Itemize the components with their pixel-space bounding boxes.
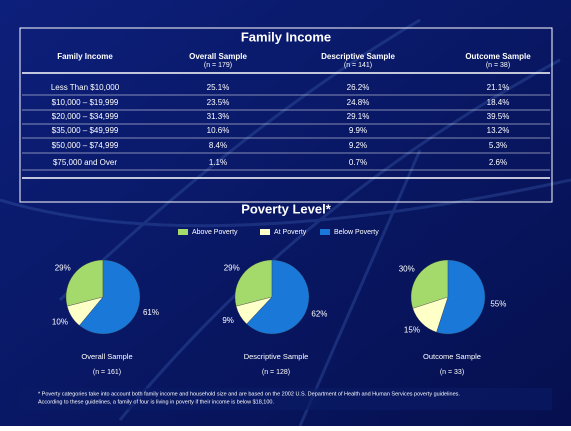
pie-slice xyxy=(246,259,310,335)
cell: $35,000 – $49,999 xyxy=(52,126,119,135)
cell: 18.4% xyxy=(487,98,510,107)
cell: 39.5% xyxy=(487,112,510,121)
slice-label: 30% xyxy=(399,264,415,273)
cell: 9.2% xyxy=(349,141,367,150)
pie-n: (n = 33) xyxy=(440,369,464,376)
legend-swatch xyxy=(320,229,330,235)
column-header: Descriptive Sample xyxy=(321,52,395,61)
footnote-box xyxy=(20,388,552,410)
cell: 8.4% xyxy=(209,141,227,150)
pie-n: (n = 128) xyxy=(262,369,290,376)
slice-label: 29% xyxy=(224,263,240,272)
cell: 31.3% xyxy=(207,112,230,121)
cell: $20,000 – $34,999 xyxy=(52,112,119,121)
slice-label: 15% xyxy=(404,325,420,334)
column-n: (n = 141) xyxy=(344,62,372,69)
cell: 21.1% xyxy=(487,83,510,92)
column-header: Outcome Sample xyxy=(465,52,531,61)
pie-title: Overall Sample xyxy=(81,352,132,361)
legend-label: Below Poverty xyxy=(334,229,379,236)
footnote: * Poverty categories take into account b… xyxy=(38,391,460,397)
pie-title: Descriptive Sample xyxy=(244,352,309,361)
slice-label: 62% xyxy=(311,309,327,318)
column-n: (n = 38) xyxy=(486,62,510,69)
footnote: According to these guidelines, a family … xyxy=(38,399,274,405)
legend-label: At Poverty xyxy=(274,229,307,236)
column-header: Family Income xyxy=(57,52,113,61)
cell: 13.2% xyxy=(487,126,510,135)
decoration xyxy=(0,18,571,427)
pie-slice xyxy=(79,259,141,335)
legend-label: Above Poverty xyxy=(192,229,238,236)
legend-swatch xyxy=(178,229,188,235)
cell: 5.3% xyxy=(489,141,507,150)
pie-n: (n = 161) xyxy=(93,369,121,376)
pie-title: Outcome Sample xyxy=(423,352,481,361)
slice-label: 29% xyxy=(55,263,71,272)
cell: Less Than $10,000 xyxy=(51,83,120,92)
cell: 29.1% xyxy=(347,112,370,121)
column-header: Overall Sample xyxy=(189,52,247,61)
pie-slice xyxy=(234,259,273,307)
pie-slice xyxy=(65,259,104,307)
slice-label: 61% xyxy=(143,308,159,317)
pie-slice xyxy=(410,259,449,309)
cell: 10.6% xyxy=(207,126,230,135)
cell: 9.9% xyxy=(349,126,367,135)
cell: $50,000 – $74,999 xyxy=(52,141,119,150)
poverty-title: Poverty Level* xyxy=(241,201,332,216)
table-title: Family Income xyxy=(241,29,331,44)
legend-swatch xyxy=(260,229,270,235)
cell: 0.7% xyxy=(349,158,367,167)
slice-label: 9% xyxy=(222,316,234,325)
cell: 25.1% xyxy=(207,83,230,92)
cell: $75,000 and Over xyxy=(53,158,117,167)
column-n: (n = 179) xyxy=(204,62,232,69)
table-box xyxy=(19,27,553,203)
slice-label: 55% xyxy=(490,299,506,308)
cell: $10,000 – $19,999 xyxy=(52,98,119,107)
cell: 23.5% xyxy=(207,98,230,107)
cell: 24.8% xyxy=(347,98,370,107)
cell: 26.2% xyxy=(347,83,370,92)
pie-slice xyxy=(436,259,486,335)
slice-label: 10% xyxy=(52,317,68,326)
cell: 2.6% xyxy=(489,158,507,167)
cell: 1.1% xyxy=(209,158,227,167)
